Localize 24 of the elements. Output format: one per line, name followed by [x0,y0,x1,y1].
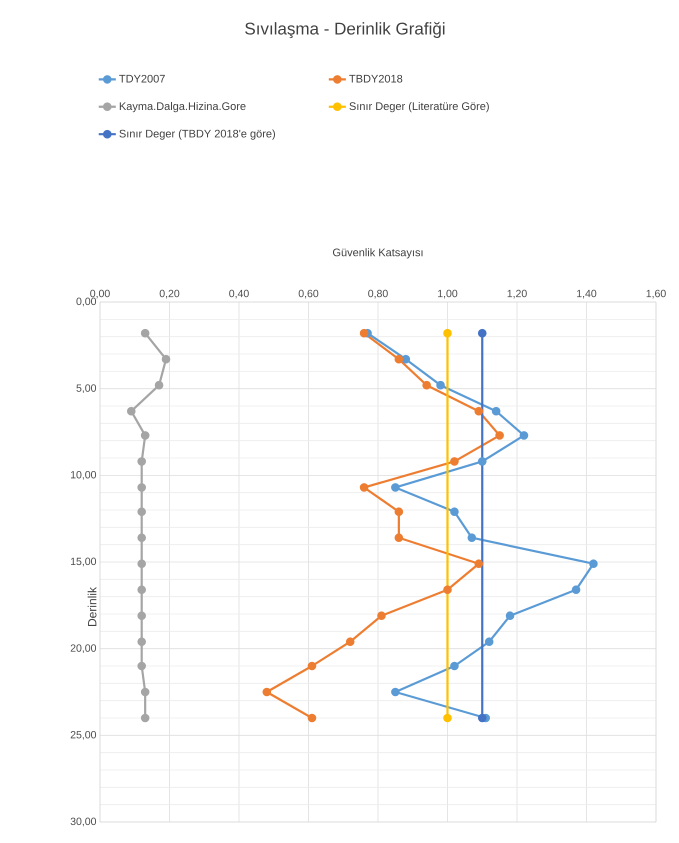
x-axis-title: Güvenlik Katsayısı [333,248,422,258]
x-tick-label: 0,20 [160,290,180,298]
chart-title: Sıvılaşma - Derinlik Grafiği [245,22,444,38]
y-tick-label: 10,00 [70,471,96,480]
legend-label: Sınır Deger (Literatüre Göre) [349,102,489,112]
x-tick-label: 0,00 [90,290,110,298]
y-tick-label: 15,00 [70,558,96,566]
x-tick-label: 0,40 [229,290,249,298]
legend-label: TDY2007 [119,74,165,83]
x-tick-label: 1,00 [438,290,458,298]
x-tick-label: 0,80 [368,290,388,298]
x-tick-label: 1,40 [577,290,596,298]
y-tick-label: 25,00 [70,731,96,740]
legend-label: TBDY2018 [349,74,402,83]
y-tick-label: 20,00 [70,644,96,654]
y-axis-title: Derinlik [88,586,96,626]
y-tick-label: 30,00 [70,818,96,826]
legend-label: Kayma.Dalga.Hizina.Gore [120,102,246,112]
y-tick-label: 5,00 [76,384,96,394]
y-tick-label: 0,00 [76,298,96,306]
x-tick-label: 1,20 [508,290,527,298]
x-tick-label: 0,60 [298,290,318,298]
legend-label: Sınır Deger (TBDY 2018'e göre) [119,129,275,140]
x-tick-label: 1,60 [646,290,666,298]
